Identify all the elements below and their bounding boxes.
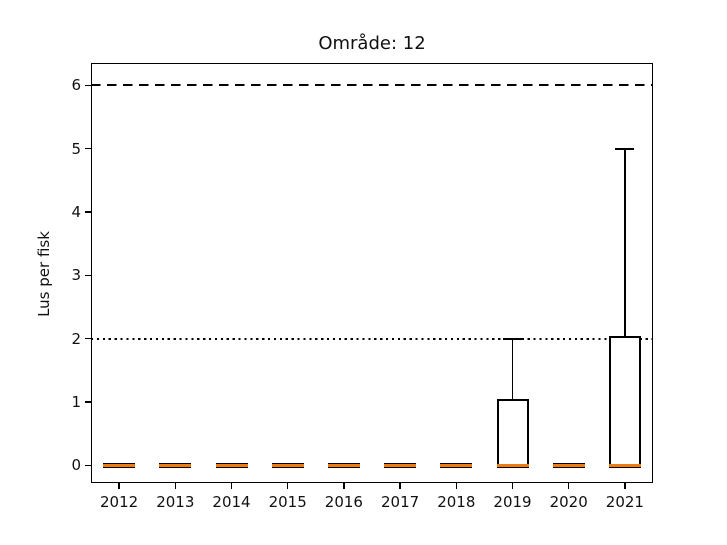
median-line-2018 [440, 464, 473, 467]
y-tick [85, 84, 91, 86]
box-2021 [608, 336, 641, 468]
x-tick [230, 483, 233, 489]
y-tick [85, 274, 91, 276]
x-tick [511, 483, 514, 489]
ref-line-dotted [91, 337, 653, 340]
x-tick-label-2013: 2013 [156, 493, 195, 511]
whisker-upper-2021 [624, 148, 626, 339]
y-tick-label: 6 [71, 76, 81, 95]
x-tick-label-2012: 2012 [100, 493, 139, 511]
y-tick-label: 5 [71, 139, 81, 158]
x-tick-label-2019: 2019 [493, 493, 532, 511]
plot-area [91, 63, 653, 483]
x-tick-label-2016: 2016 [324, 493, 363, 511]
whisker-upper-2019 [511, 338, 514, 402]
median-line-2019 [496, 464, 529, 467]
median-line-2015 [271, 464, 304, 467]
y-tick-label: 3 [71, 266, 81, 285]
median-line-2013 [159, 464, 192, 467]
y-tick-label: 2 [71, 329, 81, 348]
box-2019 [496, 399, 529, 468]
whisker-cap-upper-2019 [503, 337, 522, 340]
x-tick-label-2015: 2015 [268, 493, 307, 511]
y-tick-label: 0 [71, 456, 81, 475]
median-line-2017 [384, 464, 417, 467]
x-tick [399, 483, 401, 489]
x-tick-label-2020: 2020 [549, 493, 588, 511]
x-tick [624, 483, 626, 489]
y-tick [85, 401, 91, 403]
x-tick-label-2017: 2017 [381, 493, 420, 511]
ref-line-dashed [91, 84, 653, 87]
x-tick-label-2018: 2018 [437, 493, 476, 511]
y-tick-label: 1 [71, 392, 81, 411]
y-tick [85, 211, 91, 213]
median-line-2016 [327, 464, 360, 467]
x-tick [568, 483, 570, 489]
y-tick-label: 4 [71, 202, 81, 221]
chart-title: Område: 12 [318, 33, 426, 54]
x-tick [455, 483, 457, 489]
median-line-2012 [103, 464, 136, 467]
y-tick [85, 147, 91, 150]
x-tick [343, 483, 345, 489]
median-line-2021 [608, 464, 641, 467]
median-line-2020 [552, 464, 585, 467]
x-tick-label-2014: 2014 [212, 493, 251, 511]
whisker-cap-upper-2021 [615, 147, 635, 150]
y-tick [85, 337, 91, 340]
x-tick-label-2021: 2021 [605, 493, 644, 511]
y-tick [85, 464, 91, 466]
x-tick [287, 483, 289, 489]
x-tick [118, 483, 120, 489]
x-tick [174, 483, 176, 489]
median-line-2014 [215, 464, 248, 467]
